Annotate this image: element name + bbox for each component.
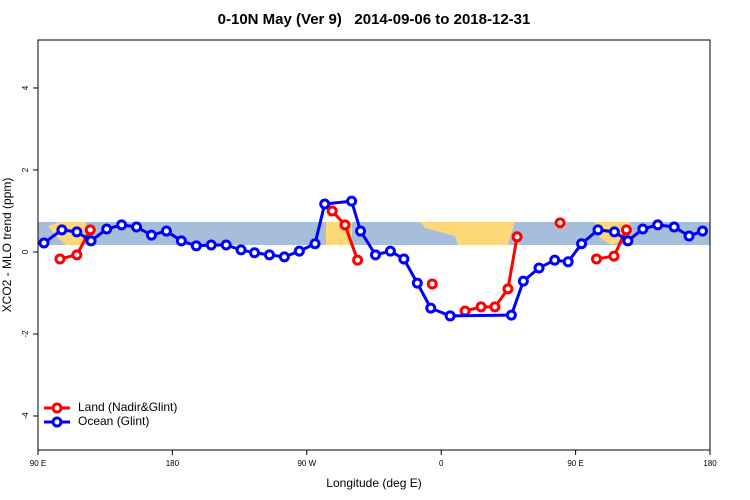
data-point — [533, 262, 545, 274]
data-point — [549, 254, 561, 266]
data-point — [263, 249, 275, 261]
data-point — [71, 226, 83, 238]
data-point — [175, 235, 187, 247]
data-point — [116, 219, 128, 231]
x-tick-label: 90 E — [567, 459, 583, 468]
data-point — [278, 251, 290, 263]
data-point — [554, 217, 566, 229]
data-point — [54, 253, 66, 265]
data-point — [339, 219, 351, 231]
data-point — [637, 223, 649, 235]
data-point — [608, 226, 620, 238]
data-point — [517, 275, 529, 287]
data-point — [355, 225, 367, 237]
y-axis-label: XCO2 - MLO trend (ppm) — [0, 178, 14, 313]
legend-label: Land (Nadir&Glint) — [78, 400, 177, 414]
data-point — [38, 237, 50, 249]
data-point — [369, 249, 381, 261]
x-tick-label: 180 — [703, 459, 717, 468]
data-point — [459, 305, 471, 317]
y-tick-label: -4 — [21, 412, 30, 420]
x-tick-label: 90 E — [30, 459, 46, 468]
data-point — [319, 198, 331, 210]
y-tick-label: 0 — [21, 249, 30, 254]
data-point — [652, 219, 664, 231]
data-point — [562, 256, 574, 268]
data-point — [85, 235, 97, 247]
data-point — [101, 223, 113, 235]
legend-label: Ocean (Glint) — [78, 414, 149, 428]
data-point — [511, 231, 523, 243]
data-point — [608, 250, 620, 262]
data-point — [56, 224, 68, 236]
land-patch — [420, 222, 515, 245]
data-point — [160, 225, 172, 237]
data-point — [220, 239, 232, 251]
x-tick-label: 0 — [439, 459, 444, 468]
data-point — [425, 302, 437, 314]
data-point — [326, 205, 338, 217]
legend-marker — [51, 416, 63, 428]
data-point — [502, 283, 514, 295]
data-point — [444, 310, 456, 322]
data-point — [398, 253, 410, 265]
data-point — [352, 254, 364, 266]
data-point — [205, 239, 217, 251]
plot-frame — [37, 39, 711, 451]
data-point — [668, 221, 680, 233]
data-point — [145, 229, 157, 241]
data-point — [683, 230, 695, 242]
data-point — [622, 235, 634, 247]
legend-marker — [51, 402, 63, 414]
y-tick-label: 4 — [21, 85, 30, 90]
x-tick-label: 90 W — [297, 459, 316, 468]
data-point — [576, 238, 588, 250]
data-point — [249, 247, 261, 259]
data-point — [131, 221, 143, 233]
data-point — [71, 249, 83, 261]
chart-title: 0-10N May (Ver 9) 2014-09-06 to 2018-12-… — [218, 11, 531, 28]
data-point — [620, 224, 632, 236]
data-point — [489, 301, 501, 313]
data-point — [426, 278, 438, 290]
data-point — [411, 277, 423, 289]
ocean-band — [38, 222, 710, 245]
data-point — [697, 225, 709, 237]
y-tick-label: 2 — [21, 167, 30, 172]
data-point — [475, 301, 487, 313]
data-point — [84, 224, 96, 236]
data-point — [293, 245, 305, 257]
y-tick-label: -2 — [21, 330, 30, 338]
data-point — [235, 244, 247, 256]
data-point — [384, 245, 396, 257]
x-tick-label: 180 — [166, 459, 180, 468]
data-point — [592, 224, 604, 236]
data-point — [309, 238, 321, 250]
x-axis-label: Longitude (deg E) — [326, 476, 421, 490]
data-point — [591, 253, 603, 265]
data-point — [346, 195, 358, 207]
data-point — [505, 309, 517, 321]
data-point — [190, 240, 202, 252]
